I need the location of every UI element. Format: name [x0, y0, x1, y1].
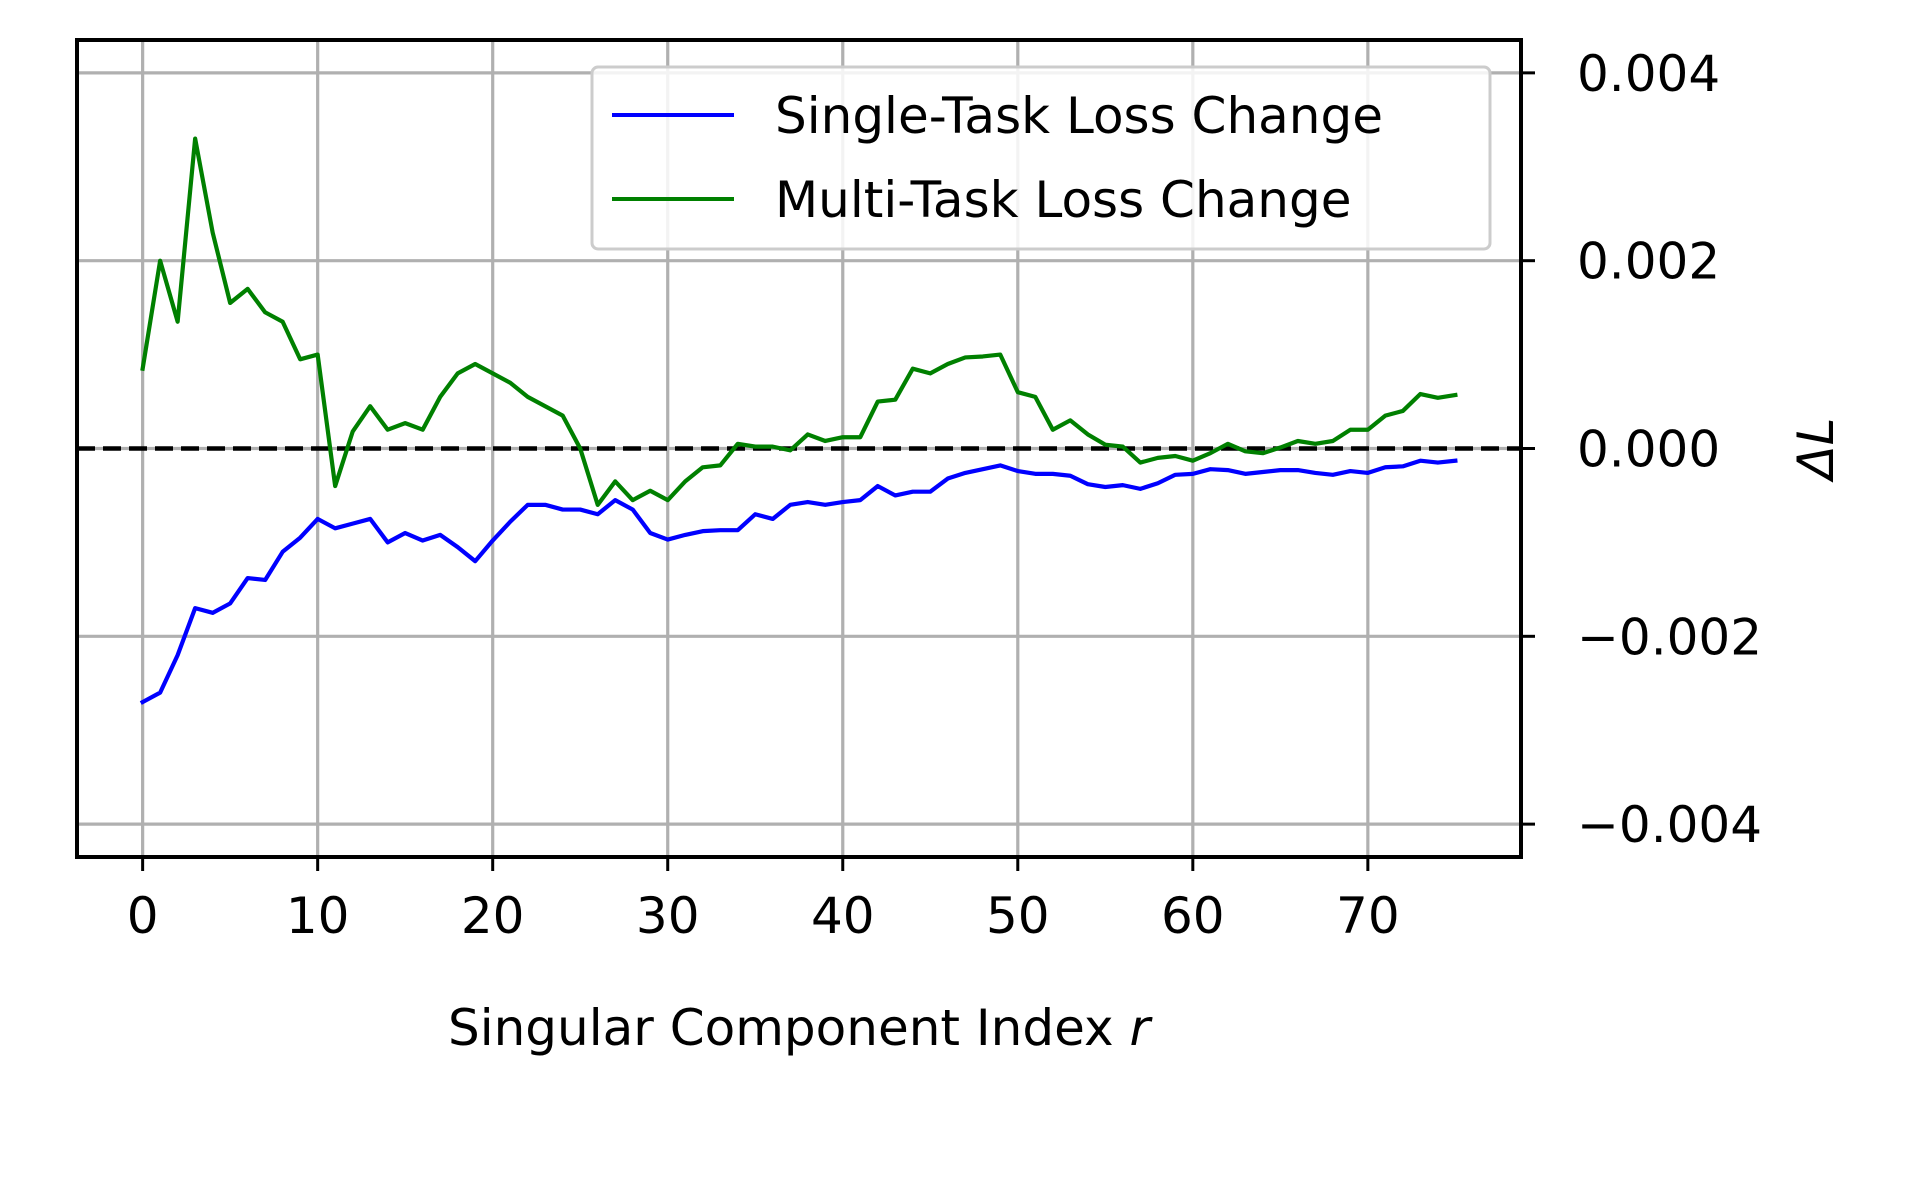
x-tick-label: 10 [286, 887, 350, 945]
legend-label-multi-task: Multi-Task Loss Change [775, 171, 1351, 229]
y-tick-label: 0.004 [1577, 45, 1720, 103]
series-lines [139, 136, 1458, 705]
x-axis-title-variable: r [1129, 999, 1153, 1057]
x-tick-label: 50 [986, 887, 1050, 945]
x-tick-label: 60 [1161, 887, 1225, 945]
series-line-single-task [139, 458, 1458, 705]
legend-label-single-task: Single-Task Loss Change [775, 87, 1383, 145]
x-tick-label: 0 [127, 887, 159, 945]
y-axis-ticks: 0.004 0.002 0.000 −0.002 −0.004 [1521, 45, 1762, 854]
series-line-multi-task [140, 136, 1458, 507]
x-axis-title-text: Singular Component Index [448, 999, 1129, 1057]
legend: Single-Task Loss Change Multi-Task Loss … [590, 65, 1492, 251]
x-tick-label: 30 [636, 887, 700, 945]
x-tick-label: 20 [461, 887, 525, 945]
legend-box [590, 65, 1492, 251]
x-tick-label: 70 [1336, 887, 1400, 945]
x-tick-label: 40 [811, 887, 875, 945]
x-axis-ticks: 0 10 20 30 40 50 60 70 [127, 857, 1400, 945]
y-tick-label: −0.002 [1577, 608, 1762, 666]
y-axis-title: ΔL [1787, 417, 1845, 483]
y-tick-label: −0.004 [1577, 796, 1762, 854]
y-tick-label: 0.002 [1577, 233, 1720, 291]
x-axis-title: Singular Component Index r [448, 999, 1153, 1057]
y-tick-label: 0.000 [1577, 421, 1720, 479]
